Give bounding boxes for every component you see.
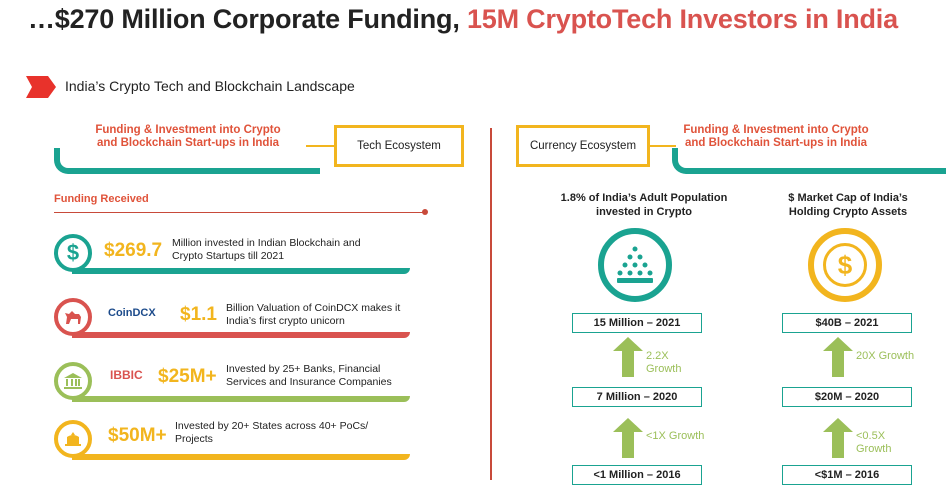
investors-growth-arrow-2 xyxy=(613,418,643,458)
investors-heading: 1.8% of India’s Adult Population investe… xyxy=(560,192,728,218)
row-1-text: Million invested in Indian Blockchain an… xyxy=(172,237,361,262)
market-cap-2021: $40B – 2021 xyxy=(782,313,912,333)
row-1-dollar-icon: $ xyxy=(54,234,92,272)
row-2-text: Billion Valuation of CoinDCX makes it In… xyxy=(226,302,401,327)
center-divider xyxy=(490,128,492,480)
investors-2016: <1 Million – 2016 xyxy=(572,465,702,485)
market-cap-2020: $20M – 2020 xyxy=(782,387,912,407)
market-cap-growth-arrow-1 xyxy=(823,337,853,377)
left-subtitle: Funding & Investment into Crypto and Blo… xyxy=(95,124,281,149)
investors-growth-2: <1X Growth xyxy=(646,430,705,442)
investors-growth-1: 2.2X Growth xyxy=(646,350,682,375)
people-icon xyxy=(598,228,672,302)
page-title: …$270 Million Corporate Funding, 15M Cry… xyxy=(28,4,898,35)
row-3-bar xyxy=(72,396,410,402)
row-3-value: $25M+ xyxy=(158,366,217,387)
section-title: India’s Crypto Tech and Blockchain Lands… xyxy=(65,78,355,94)
funding-received-label: Funding Received xyxy=(54,193,149,205)
funding-divider-dot xyxy=(422,209,428,215)
market-cap-2016: <$1M – 2016 xyxy=(782,465,912,485)
row-4-value: $50M+ xyxy=(108,425,167,446)
left-connector xyxy=(306,145,334,147)
row-4-text: Invested by 20+ States across 40+ PoCs/ … xyxy=(175,420,369,445)
right-subtitle: Funding & Investment into Crypto and Blo… xyxy=(683,124,869,149)
right-connector xyxy=(650,145,676,147)
section-flag-icon xyxy=(26,76,56,98)
dollar-coin-icon: $ xyxy=(808,228,882,302)
market-cap-growth-2: <0.5X Growth xyxy=(856,430,892,455)
ibbic-logo: IBBIC xyxy=(110,368,143,382)
market-cap-growth-1: 20X Growth xyxy=(856,350,915,362)
row-2-value: $1.1 xyxy=(180,304,217,325)
row-4-bar xyxy=(72,454,410,460)
row-1-value: $269.7 xyxy=(104,240,163,261)
coindcx-logo: CoinDCX xyxy=(108,307,156,319)
title-part-1: …$270 Million Corporate Funding, xyxy=(28,4,467,34)
investors-growth-arrow-1 xyxy=(613,337,643,377)
tech-ecosystem-box: Tech Ecosystem xyxy=(334,125,464,167)
title-part-2: 15M CryptoTech Investors in India xyxy=(466,4,898,34)
left-teal-curve xyxy=(54,148,320,174)
investors-2020: 7 Million – 2020 xyxy=(572,387,702,407)
investors-2021: 15 Million – 2021 xyxy=(572,313,702,333)
row-3-bank-icon xyxy=(54,362,92,400)
row-4-government-icon xyxy=(54,420,92,458)
row-3-text: Invested by 25+ Banks, Financial Service… xyxy=(226,363,392,388)
currency-ecosystem-box: Currency Ecosystem xyxy=(516,125,650,167)
market-cap-growth-arrow-2 xyxy=(823,418,853,458)
row-2-unicorn-icon xyxy=(54,298,92,336)
row-2-bar xyxy=(72,332,410,338)
market-cap-heading: $ Market Cap of India’s Holding Crypto A… xyxy=(788,192,908,218)
right-teal-curve xyxy=(672,148,946,174)
row-1-bar xyxy=(72,268,410,274)
funding-divider xyxy=(54,212,426,213)
